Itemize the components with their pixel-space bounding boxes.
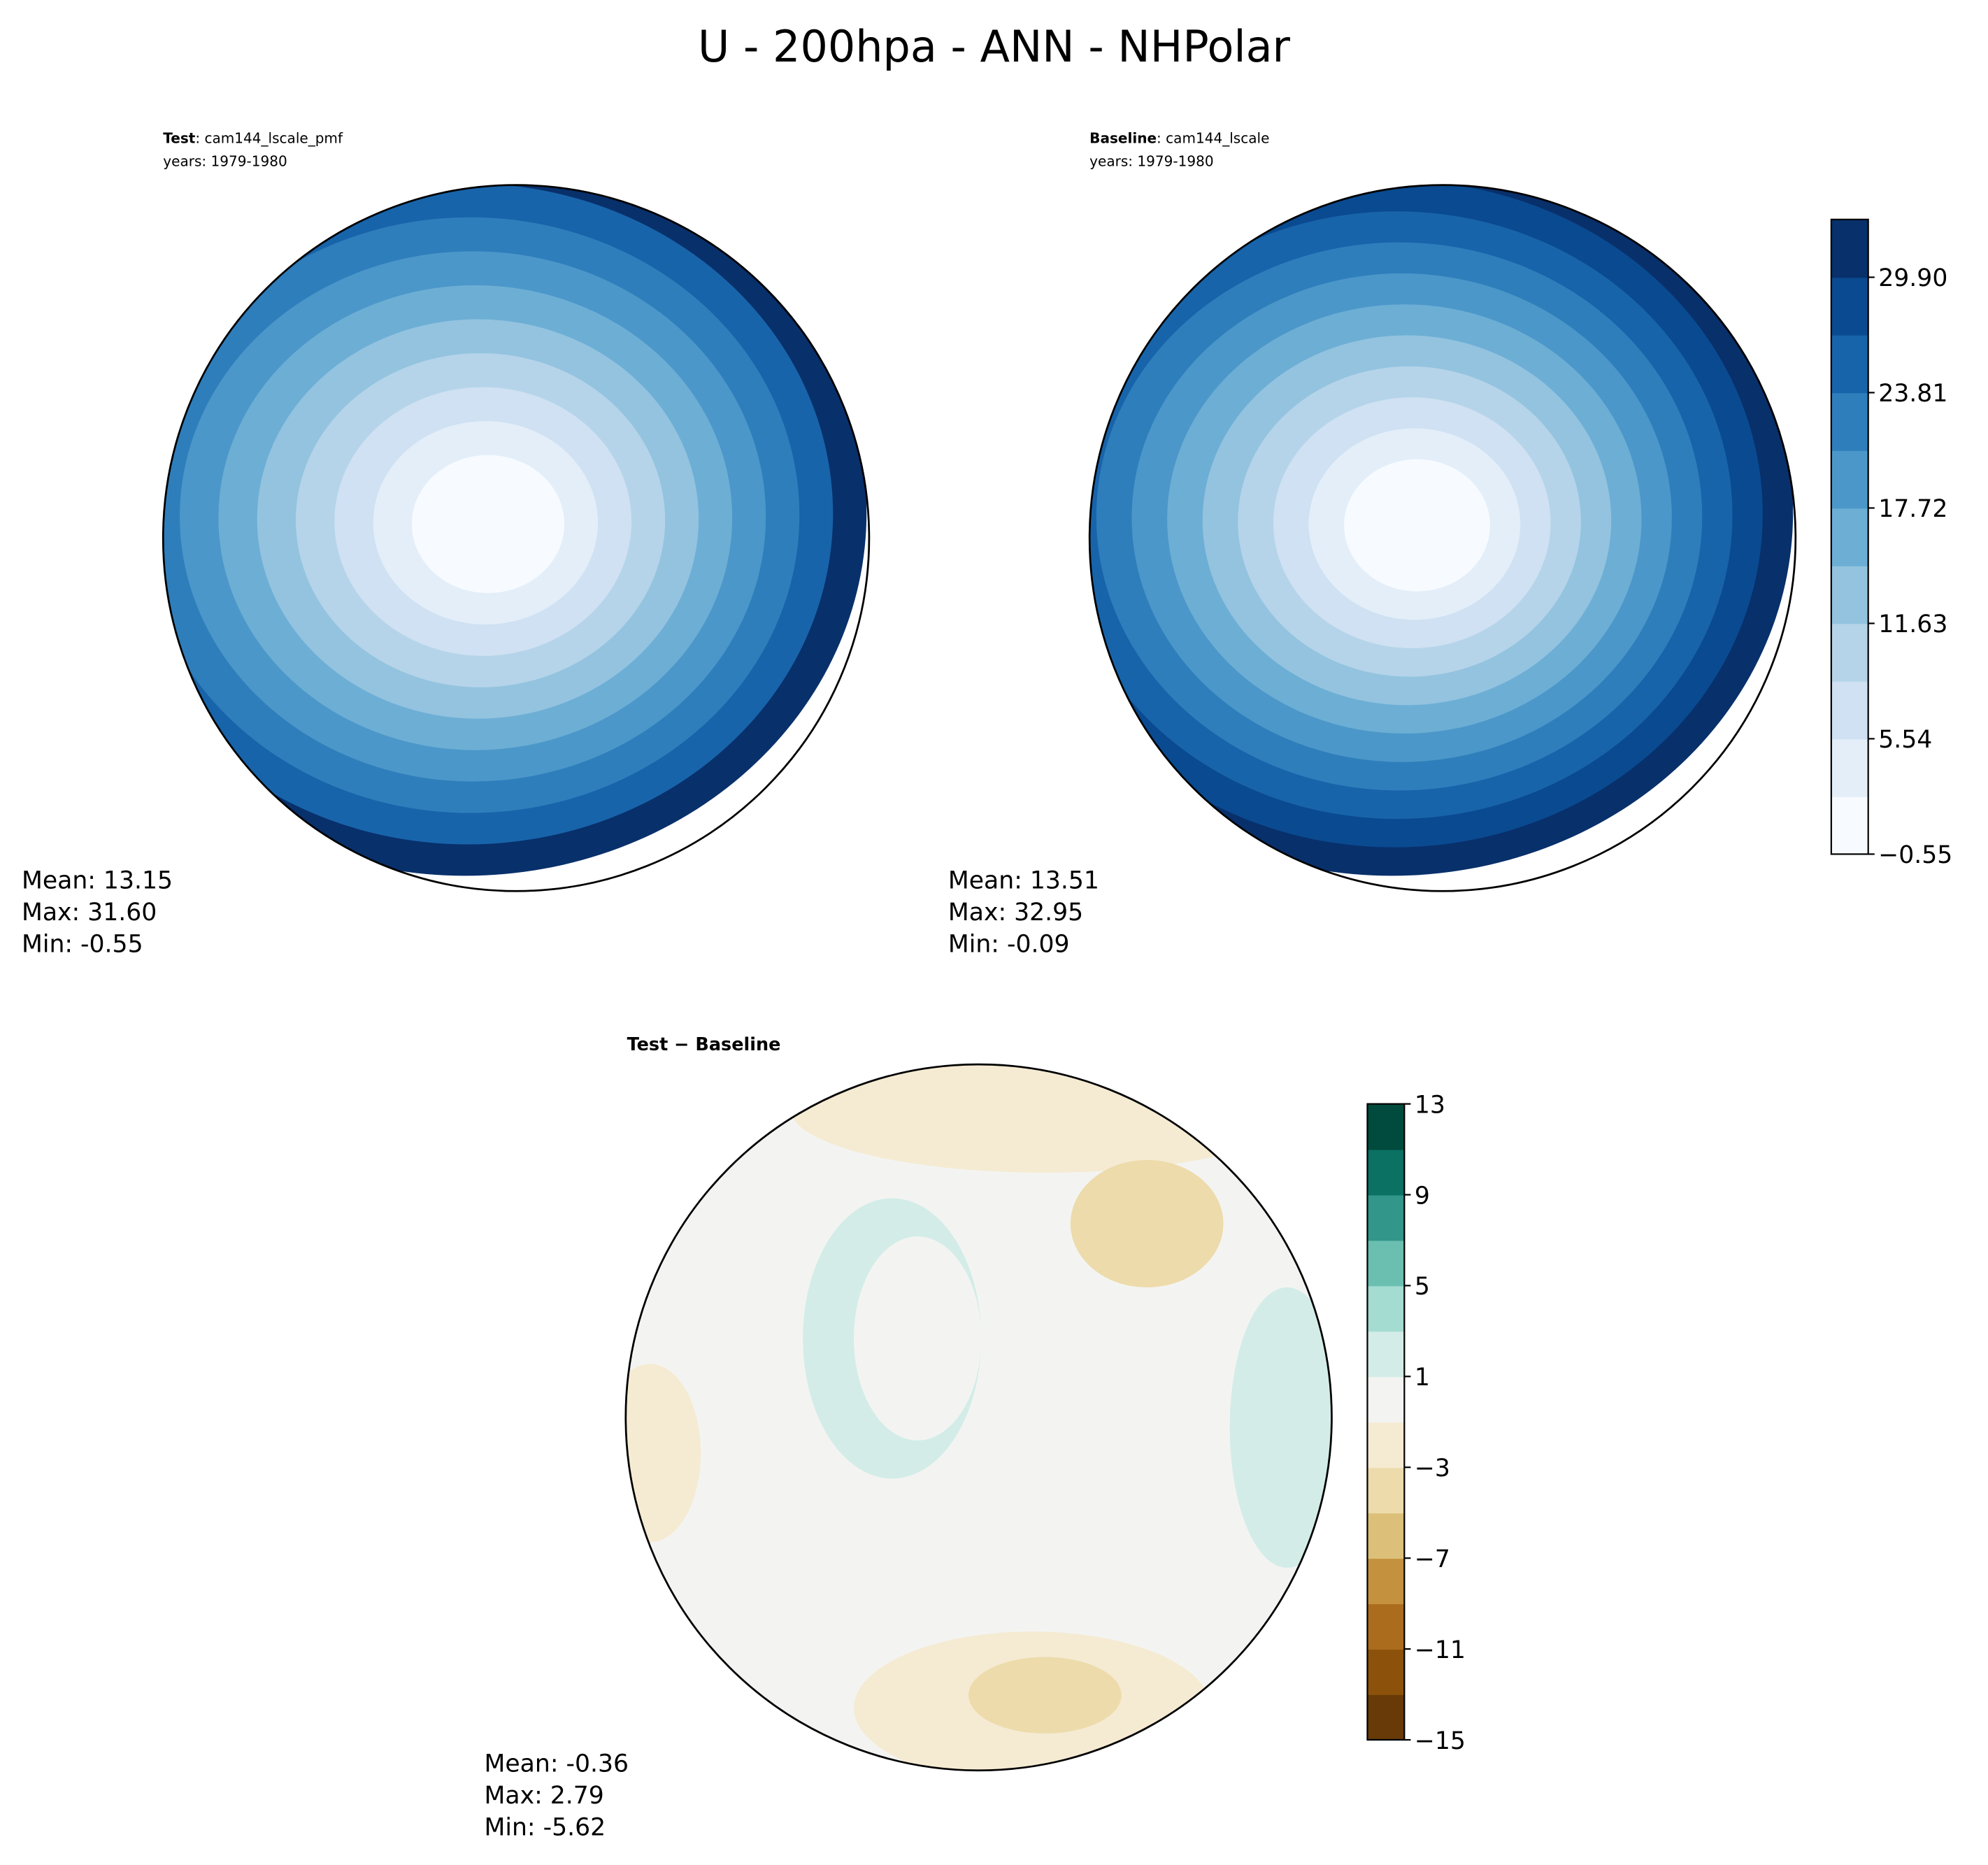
- colorbar-band: [1367, 1376, 1405, 1423]
- colorbar-tick-label: 1: [1415, 1364, 1430, 1392]
- map: [625, 1064, 1332, 1771]
- colorbar-tick-label: 9: [1415, 1182, 1430, 1210]
- colorbar-band: [1367, 1331, 1405, 1378]
- colorbar-tick-label: −7: [1415, 1545, 1450, 1573]
- colorbar-band: [1831, 680, 1868, 740]
- colorbar-band: [1367, 1603, 1405, 1650]
- panel-label: Test: cam144_lscale_pmf: [163, 130, 343, 147]
- figure-title: U - 200hpa - ANN - NHPolar: [698, 21, 1291, 72]
- colorbar-tick-label: −3: [1415, 1455, 1450, 1482]
- colorbar-band: [1831, 392, 1868, 451]
- contour-fill: [411, 455, 565, 594]
- colorbar-tick-label: 13: [1415, 1091, 1445, 1119]
- stats: Mean: 13.15 Max: 31.60 Min: -0.55 Mean: 13.…: [22, 867, 1099, 1842]
- colorbars: −0.55 5.54 11.63 17.72 23.81 29.90 −15 −11 −7 −3 1…: [1366, 218, 1952, 1755]
- map: [163, 185, 867, 876]
- panel-years: years: 1979-1980: [1089, 152, 1213, 169]
- contour-fill: [1344, 459, 1490, 592]
- colorbar-band: [1367, 1694, 1405, 1741]
- colorbar-tick-label: 5: [1415, 1273, 1430, 1301]
- colorbar-band: [1367, 1467, 1405, 1514]
- stat-text: Mean: 13.15: [22, 867, 173, 895]
- stat-text: Min: -0.55: [22, 931, 143, 959]
- colorbar-band: [1831, 219, 1868, 278]
- colorbar-band: [1367, 1285, 1405, 1332]
- colorbar-band: [1831, 796, 1868, 855]
- colorbar-tick-label: 23.81: [1878, 380, 1947, 408]
- contour-fill: [968, 1657, 1122, 1734]
- contour-fill: [1229, 1287, 1332, 1568]
- colorbar-frame: [1830, 218, 1869, 855]
- map-boundary: [624, 1063, 1333, 1772]
- colorbar-tick-label: −11: [1415, 1636, 1466, 1664]
- colorbar-band: [1367, 1422, 1405, 1469]
- stat-text: Max: 32.95: [948, 899, 1083, 927]
- colorbar-frame: [1366, 1103, 1406, 1741]
- colorbar-band: [1831, 277, 1868, 336]
- stat-text: Min: -0.09: [948, 931, 1070, 959]
- colorbar-tick-label: 11.63: [1878, 610, 1947, 638]
- contour-fill: [1070, 1159, 1224, 1288]
- colorbar-band: [1831, 623, 1868, 682]
- colorbar-band: [1831, 738, 1868, 797]
- maps: [162, 184, 1797, 1772]
- colorbar-tick-label: 5.54: [1878, 726, 1932, 754]
- stat-text: Min: -5.62: [485, 1814, 606, 1842]
- colorbar-band: [1367, 1103, 1405, 1150]
- contour-fill: [625, 1364, 701, 1543]
- colorbar-band: [1831, 565, 1868, 624]
- colorbar-band: [1367, 1558, 1405, 1605]
- colorbar-band: [1367, 1149, 1405, 1196]
- contour-fill: [854, 1236, 982, 1441]
- colorbar-band: [1367, 1513, 1405, 1559]
- colorbar-band: [1831, 450, 1868, 509]
- colorbar-tick-label: −15: [1415, 1727, 1466, 1755]
- colorbar-tick-label: 17.72: [1878, 495, 1947, 523]
- colorbar-band: [1831, 508, 1868, 566]
- stat-text: Mean: -0.36: [485, 1750, 629, 1778]
- map: [1089, 185, 1794, 876]
- map-boundary: [162, 184, 871, 892]
- colorbar-tick-label: 29.90: [1878, 264, 1947, 292]
- panel-label: Test − Baseline: [627, 1034, 781, 1055]
- colorbar-band: [1367, 1194, 1405, 1241]
- stat-text: Max: 31.60: [22, 899, 157, 927]
- contour-fill: [789, 1064, 1300, 1173]
- colorbar-tick-label: −0.55: [1878, 841, 1952, 869]
- colorbar-band: [1831, 334, 1868, 394]
- panel-label: Baseline: cam144_lscale: [1089, 130, 1269, 147]
- stat-text: Max: 2.79: [485, 1782, 604, 1810]
- colorbar-band: [1367, 1649, 1405, 1695]
- stat-text: Mean: 13.51: [948, 867, 1099, 895]
- map-boundary: [1088, 184, 1797, 892]
- colorbar-band: [1367, 1240, 1405, 1287]
- panel-years: years: 1979-1980: [163, 152, 287, 169]
